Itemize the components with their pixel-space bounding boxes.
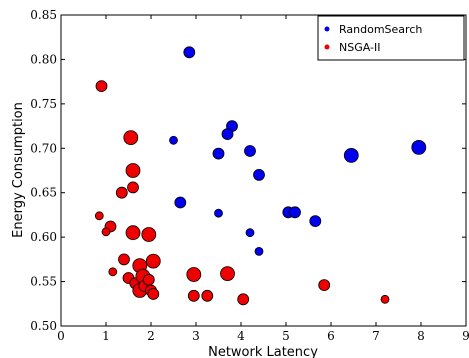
y-tick-label: 0.75 (30, 97, 57, 111)
point-nsga-ii (187, 289, 200, 302)
legend-box (317, 15, 465, 61)
y-tick-label: 0.65 (30, 186, 57, 200)
point-randomsearch (183, 46, 196, 59)
tick-labels: 0 1 2 3 4 5 6 7 8 9 0.50 0.55 0.60 0.65 0.70 0.75 0.80 0.… (30, 8, 469, 343)
point-randomsearch (254, 246, 264, 256)
x-tick-label: 3 (192, 329, 200, 343)
legend-marker-randomsearch (324, 26, 330, 32)
point-nsga-ii (145, 253, 161, 269)
point-nsga-ii (380, 294, 390, 304)
point-randomsearch (245, 228, 255, 238)
point-nsga-ii (123, 130, 139, 146)
point-nsga-ii (95, 80, 108, 92)
point-nsga-ii (318, 279, 331, 292)
point-nsga-ii (125, 225, 141, 241)
x-tick-label: 8 (417, 329, 425, 343)
x-tick-label: 1 (102, 329, 110, 343)
point-nsga-ii (141, 227, 157, 242)
point-nsga-ii (115, 186, 128, 199)
point-nsga-ii (142, 273, 155, 286)
point-nsga-ii (186, 267, 202, 282)
point-nsga-ii (108, 267, 118, 277)
point-randomsearch (343, 147, 359, 163)
point-nsga-ii (237, 293, 250, 306)
x-tick-label: 0 (57, 329, 65, 343)
legend: RandomSearch NSGA-II (317, 15, 465, 61)
y-axis-label: Energy Consumption (11, 102, 26, 238)
legend-label-nsga-ii: NSGA-II (339, 41, 380, 54)
point-randomsearch (244, 145, 256, 157)
point-nsga-ii (147, 288, 160, 300)
point-nsga-ii (101, 227, 111, 237)
x-tick-label: 4 (237, 329, 245, 343)
y-tick-label: 0.85 (30, 8, 57, 22)
y-tick-label: 0.60 (30, 230, 57, 244)
point-randomsearch (221, 128, 234, 141)
point-nsga-ii (127, 181, 139, 194)
x-tick-label: 6 (327, 329, 335, 343)
point-nsga-ii (94, 211, 104, 221)
point-randomsearch (212, 147, 225, 160)
y-tick-label: 0.55 (30, 275, 57, 289)
point-randomsearch (289, 206, 301, 219)
point-randomsearch (214, 208, 223, 218)
data-points (94, 46, 427, 306)
point-randomsearch (169, 135, 178, 145)
y-tick-label: 0.50 (30, 319, 57, 333)
point-nsga-ii (118, 253, 130, 266)
x-tick-label: 7 (372, 329, 380, 343)
point-randomsearch (253, 168, 265, 181)
point-nsga-ii (125, 163, 141, 178)
point-randomsearch (174, 196, 187, 209)
point-randomsearch (411, 139, 427, 155)
y-tick-label: 0.80 (30, 52, 57, 66)
plot-area (60, 14, 467, 327)
point-nsga-ii (201, 289, 214, 302)
x-tick-label: 5 (282, 329, 290, 343)
point-randomsearch (309, 215, 322, 228)
legend-marker-nsga-ii (324, 44, 330, 50)
point-nsga-ii (220, 266, 235, 282)
y-tick-label: 0.70 (30, 141, 57, 155)
x-axis-label: Network Latency (208, 345, 318, 358)
x-tick-label: 9 (462, 329, 469, 343)
legend-label-randomsearch: RandomSearch (339, 23, 422, 36)
x-tick-label: 2 (147, 329, 155, 343)
